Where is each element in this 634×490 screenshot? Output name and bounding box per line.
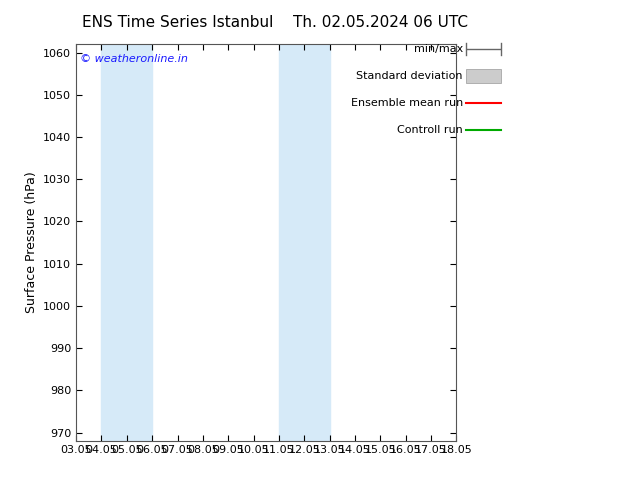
Bar bbox=[101, 44, 152, 441]
Text: Standard deviation: Standard deviation bbox=[356, 71, 463, 81]
Text: Controll run: Controll run bbox=[397, 125, 463, 135]
Text: ENS Time Series Istanbul: ENS Time Series Istanbul bbox=[82, 15, 273, 30]
Text: min/max: min/max bbox=[413, 44, 463, 54]
Y-axis label: Surface Pressure (hPa): Surface Pressure (hPa) bbox=[25, 172, 37, 314]
Text: © weatheronline.in: © weatheronline.in bbox=[80, 54, 188, 64]
Text: Th. 02.05.2024 06 UTC: Th. 02.05.2024 06 UTC bbox=[293, 15, 468, 30]
Text: Ensemble mean run: Ensemble mean run bbox=[351, 98, 463, 108]
Bar bbox=[279, 44, 330, 441]
